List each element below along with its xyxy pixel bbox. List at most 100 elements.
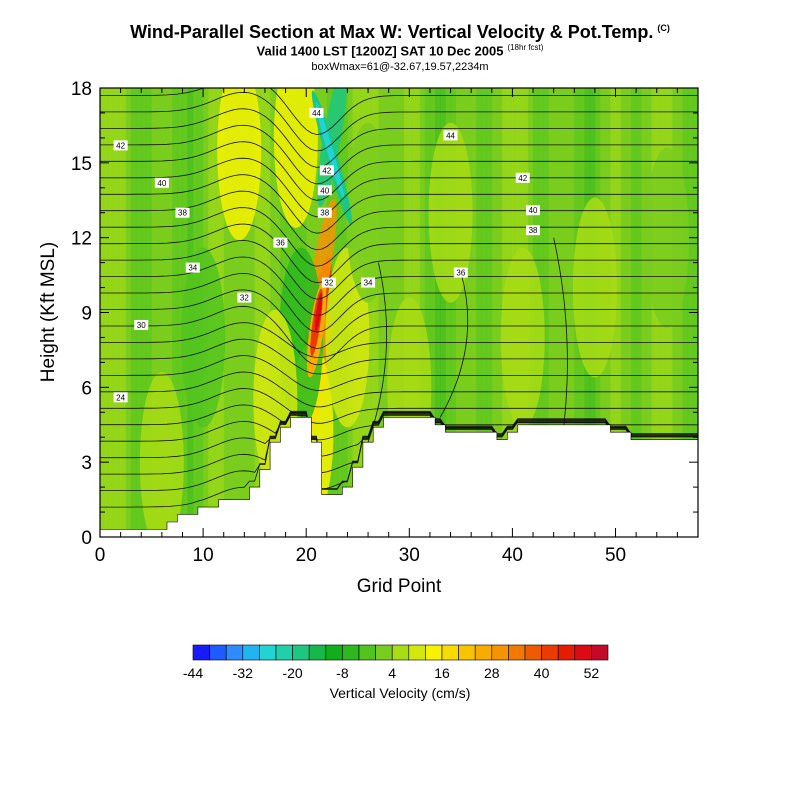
forecast-note: (18hr fcst) (507, 43, 544, 52)
colorbar-swatch (325, 644, 343, 661)
contour-label-text: 32 (324, 279, 333, 288)
field-stripe (481, 88, 488, 537)
theta-contour-line (100, 223, 698, 284)
theta-contour-line (100, 411, 698, 491)
field-stripe (636, 88, 642, 537)
colorbar-tick-label: 16 (434, 665, 450, 681)
w-feature (139, 372, 184, 537)
field-stripe (651, 88, 658, 537)
field-stripe (491, 88, 498, 537)
field-stripe (264, 88, 271, 537)
field-stripe (125, 88, 132, 537)
field-stripe (130, 88, 137, 537)
theta-contour-line (100, 289, 698, 349)
w-feature (572, 197, 617, 378)
contour-label-text: 36 (276, 239, 285, 248)
contour-labels: 24 30 32 34 36 38 40 42 44 44 42 40 38 32 34 36 42 40 38 (113, 107, 541, 403)
y-tick-label: 12 (71, 229, 92, 250)
field-stripe (435, 88, 441, 537)
contour-label-bg (317, 207, 332, 218)
x-tick-label: 40 (502, 545, 523, 566)
theta-contours (100, 88, 698, 508)
field-stripe (450, 88, 457, 537)
field-stripe (476, 88, 482, 537)
contour-label: 30 (134, 319, 149, 330)
colorbar-swatch (391, 644, 410, 661)
colorbar-tick-label: 28 (484, 665, 500, 681)
field-stripe (558, 88, 565, 537)
contour-label-bg (321, 277, 336, 288)
theta-contour-line (367, 262, 387, 443)
theta-contour-line (100, 157, 698, 218)
contour-label-bg (361, 277, 376, 288)
field-stripe (151, 88, 158, 537)
colorbar-swatch (508, 644, 526, 661)
x-tick-label: 20 (296, 545, 317, 566)
contour-label-bg (526, 205, 541, 216)
field-stripe (254, 88, 261, 537)
theta-contour-line (100, 338, 698, 375)
x-tick-label: 30 (399, 545, 420, 566)
contour-label: 40 (154, 177, 169, 188)
colorbar-swatch (425, 644, 443, 661)
colorbar-swatch (441, 644, 459, 661)
field-stripe (172, 88, 178, 537)
theta-contour-line (100, 410, 698, 508)
colorbar-tick-label: -8 (336, 665, 349, 681)
y-tick-label: 3 (81, 453, 92, 474)
field-stripe (466, 88, 472, 537)
field-stripe (393, 88, 400, 537)
colorbar-swatch (342, 644, 360, 661)
y-tick-label: 18 (71, 79, 92, 100)
contour-label-bg (185, 262, 200, 273)
contour-label-text: 38 (529, 226, 538, 235)
field-stripe (146, 88, 153, 537)
contour-label-text: 40 (157, 179, 166, 188)
theta-contour-line (100, 108, 698, 168)
field-stripe (460, 88, 467, 537)
colorbar-swatch (474, 644, 493, 661)
theta-contour-line (100, 240, 698, 300)
field-stripe (548, 88, 555, 537)
field-stripe (429, 88, 436, 537)
field-stripe (156, 88, 163, 537)
field-stripe (419, 88, 426, 537)
contour-label-text: 30 (137, 321, 146, 330)
field-stripe (440, 88, 446, 537)
theta-contour-line (439, 272, 469, 418)
chart-title-mark: (C) (657, 23, 670, 33)
contour-label: 44 (309, 107, 324, 118)
field-stripe (553, 88, 560, 537)
contour-label-bg (526, 225, 541, 236)
field-stripe (641, 88, 647, 537)
colorbar-swatch (209, 644, 227, 661)
field-stripe (223, 88, 230, 537)
colorbar-title: Vertical Velocity (cm/s) (330, 685, 471, 701)
terrain (100, 417, 698, 537)
contour-label-text: 36 (456, 269, 465, 278)
colorbar-swatch (574, 644, 592, 661)
contour-label: 32 (237, 292, 252, 303)
field-stripe (646, 88, 653, 537)
contour-label-bg (273, 237, 288, 248)
theta-contour-line (100, 414, 698, 457)
x-tick-label: 0 (95, 545, 106, 566)
w-feature (500, 247, 545, 428)
chart-title: Wind-Parallel Section at Max W: Vertical… (0, 22, 800, 43)
field-stripe (630, 88, 637, 537)
colorbar-tick-label: -32 (233, 665, 253, 681)
colorbar-tick-label: -44 (183, 665, 203, 681)
theta-contour-line (100, 272, 698, 333)
contour-label: 34 (361, 277, 376, 288)
theta-contour-line (100, 355, 698, 391)
x-tick-label: 50 (605, 545, 626, 566)
contour-label: 36 (273, 237, 288, 248)
contour-label-text: 40 (320, 186, 329, 195)
contour-label-text: 24 (116, 393, 125, 402)
chart-subtitle-text: Valid 1400 LST [1200Z] SAT 10 Dec 2005 (256, 43, 504, 59)
contour-label-text: 42 (518, 174, 527, 183)
theta-contour-line (100, 322, 698, 358)
downdraft-streak (315, 102, 345, 199)
field-stripe (455, 88, 462, 537)
colorbar-swatch (292, 644, 310, 661)
